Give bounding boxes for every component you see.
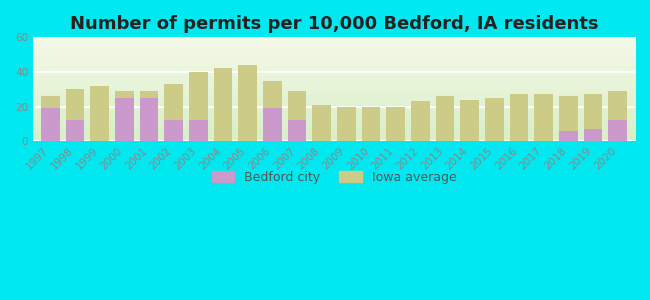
Bar (214, 68, 232, 141)
Bar (485, 98, 504, 141)
Bar (41, 108, 60, 141)
Bar (510, 94, 528, 141)
Bar (90, 86, 109, 141)
Bar (436, 96, 454, 141)
Bar (288, 120, 306, 141)
Bar (140, 98, 158, 141)
Bar (608, 91, 627, 141)
Title: Number of permits per 10,000 Bedford, IA residents: Number of permits per 10,000 Bedford, IA… (70, 15, 598, 33)
Bar (362, 106, 380, 141)
Bar (41, 96, 60, 141)
Bar (559, 96, 578, 141)
Bar (189, 120, 207, 141)
Bar (140, 91, 158, 141)
Bar (584, 129, 603, 141)
Bar (66, 120, 84, 141)
Bar (239, 65, 257, 141)
Bar (263, 108, 281, 141)
Bar (164, 120, 183, 141)
Bar (66, 89, 84, 141)
Bar (337, 106, 356, 141)
Bar (460, 100, 479, 141)
Bar (115, 91, 133, 141)
Bar (386, 106, 405, 141)
Bar (164, 84, 183, 141)
Legend: Bedford city, Iowa average: Bedford city, Iowa average (207, 166, 462, 189)
Bar (263, 81, 281, 141)
Bar (115, 98, 133, 141)
Bar (534, 94, 553, 141)
Bar (559, 131, 578, 141)
Bar (584, 94, 603, 141)
Bar (411, 101, 430, 141)
Bar (313, 105, 331, 141)
Bar (189, 72, 207, 141)
Bar (288, 91, 306, 141)
Bar (608, 120, 627, 141)
